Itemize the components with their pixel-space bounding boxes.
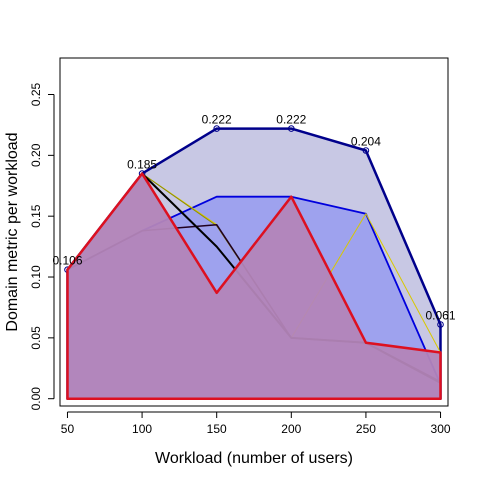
series-1-point-6	[437, 321, 444, 328]
x-tick-label-2: 100	[132, 422, 152, 436]
data-label-6: 0.061	[425, 309, 455, 323]
series-layer	[64, 125, 444, 400]
y-tick-label-2: 0.05	[29, 326, 43, 350]
x-tick-label-5: 250	[356, 422, 376, 436]
series-7-area	[66, 172, 442, 400]
x-tick-label-4: 200	[281, 422, 301, 436]
series-1-point-4	[288, 125, 295, 132]
x-tick-label-3: 150	[207, 422, 227, 436]
x-axis: 50 100 150 200 250 300	[61, 411, 451, 436]
y-tick-label-6: 0.25	[29, 82, 43, 106]
series-1-point-3	[213, 125, 220, 132]
x-tick-label-1: 50	[61, 422, 75, 436]
data-label-2: 0.185	[127, 158, 157, 172]
y-axis-label: Domain metric per workload	[4, 132, 21, 331]
data-label-3: 0.222	[202, 113, 232, 127]
series-1-point-5	[362, 147, 370, 154]
data-label-4: 0.222	[276, 113, 306, 127]
y-axis: 0.00 0.05 0.10 0.15 0.20 0.25	[29, 82, 55, 411]
y-tick-label-5: 0.20	[29, 143, 43, 167]
data-label-5: 0.204	[351, 135, 381, 149]
y-tick-label-1: 0.00	[29, 387, 43, 411]
data-label-1: 0.106	[52, 254, 82, 268]
y-tick-label-3: 0.10	[29, 265, 43, 289]
x-axis-label: Workload (number of users)	[155, 450, 353, 467]
y-tick-label-4: 0.15	[29, 204, 43, 228]
x-tick-label-6: 300	[431, 422, 451, 436]
plot-frame	[59, 57, 449, 407]
